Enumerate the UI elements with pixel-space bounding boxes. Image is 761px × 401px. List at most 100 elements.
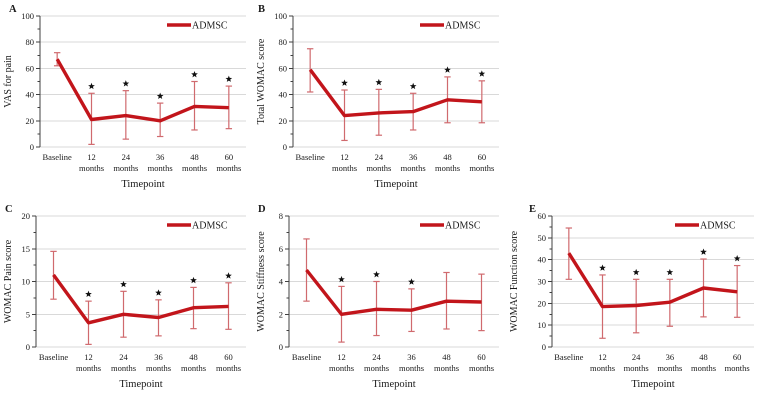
- x-tick-label: months: [401, 163, 426, 173]
- significance-star: [700, 248, 707, 255]
- x-tick-label: 24: [372, 352, 381, 362]
- x-tick-label: Baseline: [292, 352, 321, 362]
- x-tick-label: 60: [733, 352, 742, 362]
- x-tick-label: 60: [225, 152, 234, 162]
- x-tick-label: 12: [87, 152, 96, 162]
- x-tick-label: months: [691, 363, 716, 373]
- x-tick-label: 24: [632, 352, 641, 362]
- y-tick-label: 0: [279, 342, 283, 352]
- x-tick-label: 24: [122, 152, 131, 162]
- significance-star: [155, 289, 162, 296]
- error-bar: [478, 273, 485, 332]
- significance-star: [666, 268, 674, 276]
- significance-star: [733, 255, 741, 262]
- x-tick-label: months: [113, 163, 138, 173]
- significance-star: [408, 278, 415, 285]
- significance-star: [444, 66, 451, 73]
- x-tick-label: months: [181, 363, 206, 373]
- y-tick-label: 5: [26, 309, 30, 319]
- legend-label: ADMSC: [445, 221, 481, 232]
- x-tick-label: months: [366, 163, 391, 173]
- x-tick-label: 60: [477, 352, 486, 362]
- x-tick-label: months: [434, 363, 459, 373]
- series-line-admsc: [52, 273, 229, 325]
- x-tick-label: 60: [478, 152, 487, 162]
- x-tick-label: 48: [190, 152, 199, 162]
- x-tick-label: months: [590, 363, 615, 373]
- legend-label: ADMSC: [192, 221, 228, 232]
- y-tick-label: 15: [22, 244, 31, 254]
- x-tick-label: 48: [443, 152, 452, 162]
- y-tick-label: 80: [26, 37, 35, 47]
- significance-star: [225, 75, 233, 82]
- x-tick-label: 48: [442, 352, 451, 362]
- y-tick-label: 4: [279, 277, 284, 287]
- y-axis-title: VAS for pain: [3, 55, 14, 108]
- x-tick-label: months: [216, 163, 241, 173]
- x-tick-label: months: [399, 363, 424, 373]
- x-axis-title: Timepoint: [119, 379, 162, 390]
- legend-label: ADMSC: [700, 221, 736, 232]
- y-tick-label: 100: [21, 11, 34, 21]
- y-tick-label: 60: [279, 63, 288, 73]
- panel-e-womac-function: 0 10 20 30 40 50 60 Baseline 12 months 24 months 36 m…: [506, 200, 761, 401]
- x-tick-label: 48: [699, 352, 708, 362]
- x-tick-label: months: [624, 363, 649, 373]
- significance-star: [190, 276, 197, 284]
- x-tick-label: Baseline: [296, 152, 325, 162]
- x-axis-title: Timepoint: [372, 379, 415, 390]
- significance-star: [632, 268, 640, 276]
- y-tick-label: 20: [22, 211, 31, 221]
- series-line-admsc: [55, 58, 229, 123]
- y-axis-title: WOMAC Pain score: [3, 239, 14, 323]
- x-tick-label: months: [329, 363, 354, 373]
- x-tick-label: Baseline: [554, 352, 583, 362]
- y-tick-label: 20: [279, 116, 288, 126]
- x-tick-label: months: [364, 363, 389, 373]
- x-tick-label: months: [76, 363, 101, 373]
- y-tick-label: 10: [538, 320, 547, 330]
- significance-star: [373, 271, 380, 278]
- series-line-admsc: [305, 268, 482, 317]
- y-tick-label: 6: [279, 244, 283, 254]
- x-tick-label: months: [435, 163, 460, 173]
- panel-letter: E: [529, 204, 536, 215]
- error-bar: [478, 80, 486, 124]
- y-tick-label: 50: [538, 233, 547, 243]
- x-tick-label: 12: [340, 152, 349, 162]
- significance-star: [375, 78, 383, 86]
- significance-star: [409, 82, 417, 90]
- x-tick-label: 60: [224, 352, 233, 362]
- x-tick-label: 36: [156, 152, 165, 162]
- y-tick-label: 0: [30, 142, 34, 152]
- panel-b-total-womac: 0 20 40 60 80 100 Baseline 12 months 24 months 36 mo…: [253, 0, 506, 200]
- x-tick-label: months: [469, 363, 494, 373]
- y-tick-label: 0: [542, 342, 546, 352]
- y-tick-label: 40: [26, 90, 35, 100]
- y-tick-label: 80: [279, 37, 288, 47]
- x-axis-title: Timepoint: [374, 179, 417, 190]
- significance-star: [88, 82, 95, 90]
- y-tick-label: 8: [279, 211, 283, 221]
- x-tick-label: 36: [154, 352, 163, 362]
- panel-letter: C: [5, 204, 13, 215]
- x-tick-label: months: [332, 163, 357, 173]
- x-axis-title: Timepoint: [631, 379, 674, 390]
- significance-star: [225, 272, 232, 279]
- series-line-admsc: [308, 68, 482, 118]
- y-tick-label: 40: [538, 255, 547, 265]
- significance-star: [599, 264, 606, 271]
- series-line-admsc: [567, 252, 738, 309]
- significance-star: [341, 79, 348, 86]
- x-tick-label: months: [182, 163, 207, 173]
- significance-star: [120, 280, 127, 288]
- x-tick-label: months: [216, 363, 241, 373]
- x-tick-label: 36: [407, 352, 416, 362]
- y-tick-label: 10: [22, 277, 31, 287]
- y-axis-title: Total WOMAC score: [256, 38, 267, 124]
